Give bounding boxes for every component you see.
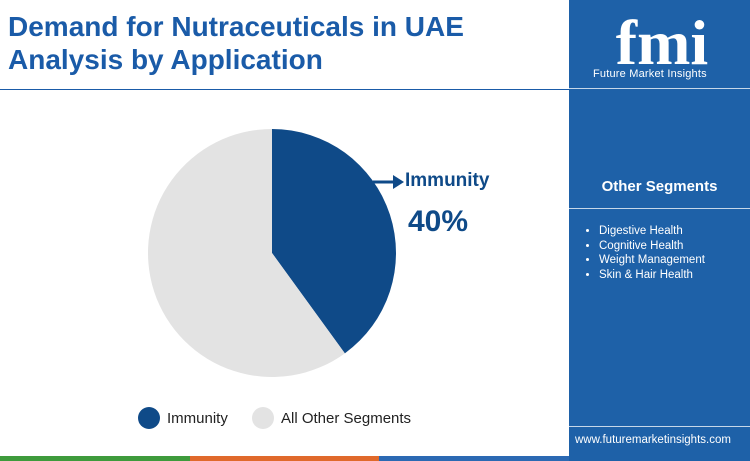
pie-slice-immunity (272, 129, 396, 354)
bottom-color-bar (0, 456, 570, 461)
legend-item-other: All Other Segments (252, 405, 411, 431)
legend-label-immunity: Immunity (167, 409, 228, 427)
bar-segment-green (0, 456, 190, 461)
legend-label-other: All Other Segments (281, 409, 412, 427)
callout-arrow-icon (373, 175, 404, 189)
website-url: www.futuremarketinsights.com (575, 434, 731, 446)
pie-chart (148, 129, 396, 378)
other-segments-list: Digestive Health Cognitive Health Weight… (585, 224, 705, 282)
legend-item-immunity: Immunity (138, 405, 228, 431)
title-divider (0, 89, 569, 90)
title-line-1: Demand for Nutraceuticals in UAE (8, 11, 464, 42)
brand-name: Future Market Insights (593, 68, 707, 80)
sidebar-divider-bottom (569, 426, 750, 427)
sidebar-divider-mid (569, 208, 750, 209)
fmi-logo-icon: fmi (595, 7, 729, 78)
title-line-2: Analysis by Application (8, 44, 323, 75)
list-item: Skin & Hair Health (599, 268, 705, 283)
list-item: Digestive Health (599, 224, 705, 239)
bar-segment-blue (379, 456, 570, 461)
list-item: Weight Management (599, 253, 705, 268)
page-title: Demand for Nutraceuticals in UAE Analysi… (8, 10, 568, 76)
sidebar-divider-top (569, 88, 750, 89)
pie-slice-all-other-segments (148, 129, 345, 378)
other-segments-title: Other Segments (601, 178, 718, 195)
sidebar: fmi Future Market Insights Other Segment… (569, 0, 750, 461)
bar-segment-orange (189, 456, 380, 461)
callout-label: Immunity (405, 170, 490, 191)
callout-value: 40% (408, 205, 469, 238)
legend-swatch-immunity (138, 407, 160, 429)
list-item: Cognitive Health (599, 239, 705, 254)
legend-swatch-other (252, 407, 274, 429)
